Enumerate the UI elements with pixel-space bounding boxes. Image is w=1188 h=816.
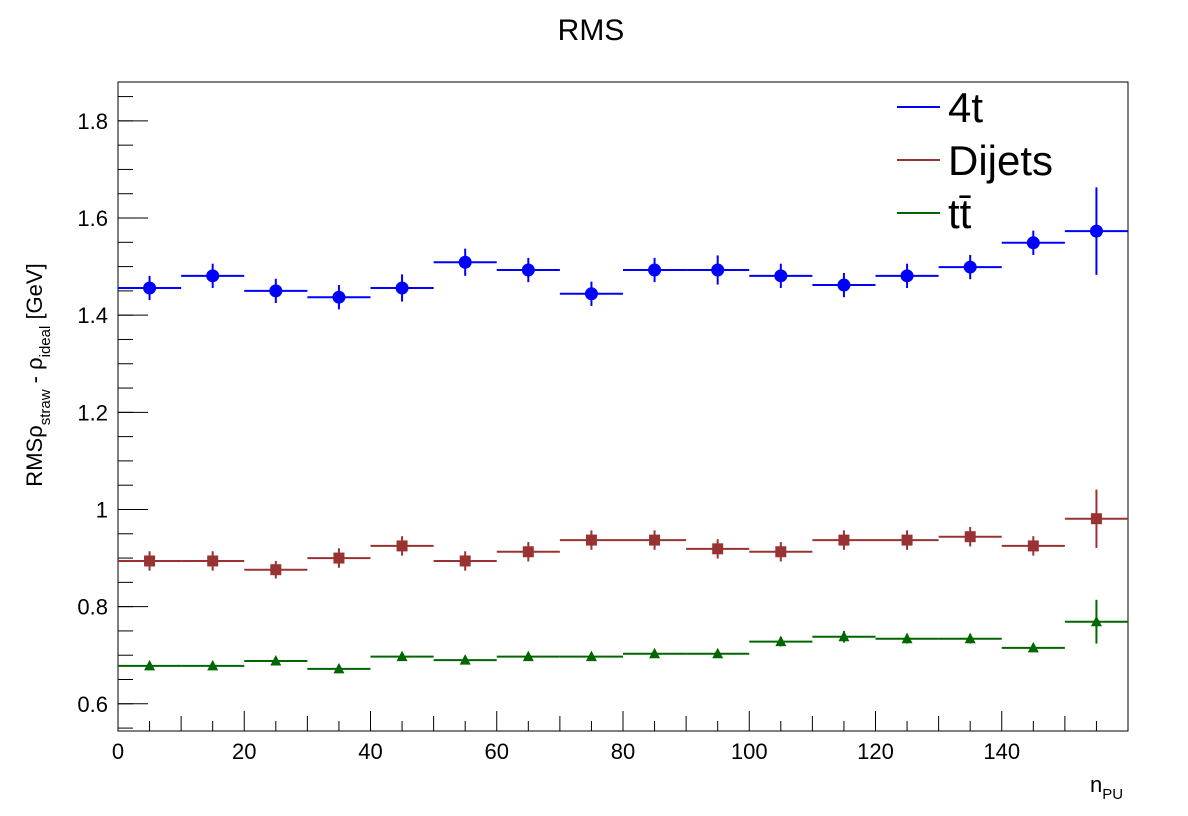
x-tick-label: 20 <box>232 739 256 764</box>
data-point <box>1027 540 1039 552</box>
data-point <box>1090 615 1102 627</box>
data-point <box>396 650 408 662</box>
y-label-post: [GeV] <box>22 263 47 325</box>
series-2 <box>118 599 1128 674</box>
data-point <box>144 555 156 567</box>
data-point <box>901 632 913 644</box>
data-point <box>711 263 725 277</box>
data-point <box>333 552 345 564</box>
data-point <box>459 654 471 665</box>
y-label-mid: - ρ <box>22 357 47 389</box>
data-point <box>143 281 157 295</box>
x-tick-label: 60 <box>485 739 509 764</box>
data-point <box>522 650 534 662</box>
y-tick-label: 0.8 <box>77 595 108 620</box>
data-point <box>838 534 850 546</box>
y-axis-label: RMSρstraw - ρideal [GeV] <box>22 263 54 486</box>
legend-label-1: Dijets <box>948 137 1053 184</box>
legend-label-2: tt̄ <box>948 190 972 237</box>
data-point <box>837 278 851 292</box>
data-point <box>206 269 220 283</box>
y-label-sub1: straw <box>37 389 54 425</box>
y-label-sub2: ideal <box>37 326 54 358</box>
x-tick-label: 80 <box>611 739 635 764</box>
x-tick-label: 40 <box>358 739 382 764</box>
data-point <box>332 290 346 304</box>
data-point <box>585 534 597 546</box>
x-axis-label: nPU <box>1090 772 1123 803</box>
data-point <box>395 281 409 295</box>
data-point <box>775 546 787 558</box>
data-point <box>901 534 913 546</box>
data-point <box>964 531 976 543</box>
y-tick-label: 1.6 <box>77 206 108 231</box>
data-point <box>838 630 850 642</box>
y-tick-label: 1.2 <box>77 400 108 425</box>
data-point <box>648 263 662 277</box>
x-tick-label: 140 <box>983 739 1020 764</box>
x-label-main: n <box>1090 772 1102 797</box>
data-point <box>775 635 787 647</box>
data-point <box>458 255 472 269</box>
data-point <box>270 564 282 576</box>
data-point <box>269 284 283 298</box>
legend-label-0: 4t <box>948 84 983 131</box>
data-point <box>521 263 535 277</box>
data-point <box>712 647 724 659</box>
data-point <box>459 555 471 567</box>
data-point <box>522 546 534 558</box>
data-point <box>964 632 976 644</box>
data-point <box>333 662 345 674</box>
series-1 <box>118 489 1128 579</box>
x-tick-label: 120 <box>857 739 894 764</box>
y-label-pre: RMSρ <box>22 425 47 486</box>
data-point <box>584 287 598 301</box>
data-point <box>774 269 788 283</box>
legend: 4t Dijets tt̄ <box>897 84 1053 237</box>
axes: 0.6 0.8 1 1.2 1.4 1.6 1.8 0 20 40 60 80 100 120 140 <box>77 96 1097 764</box>
y-tick-label: 1.8 <box>77 109 108 134</box>
y-tick-label: 1.4 <box>77 303 108 328</box>
data-point <box>1089 224 1103 238</box>
y-tick-label: 1 <box>96 497 108 522</box>
series-0 <box>118 187 1128 310</box>
data-point <box>963 260 977 274</box>
y-tick-label: 0.6 <box>77 692 108 717</box>
data-marks <box>118 187 1128 674</box>
x-tick-label: 0 <box>112 739 124 764</box>
data-point <box>144 659 156 671</box>
data-point <box>1027 641 1039 653</box>
data-point <box>585 650 597 662</box>
data-point <box>207 555 219 567</box>
data-point <box>207 659 219 671</box>
data-point <box>649 534 661 546</box>
data-point <box>1090 513 1102 525</box>
data-point <box>900 269 914 283</box>
chart-title: RMS <box>558 14 625 47</box>
x-tick-label: 100 <box>731 739 768 764</box>
data-point <box>1026 236 1040 250</box>
data-point <box>712 543 724 555</box>
data-point <box>396 540 408 552</box>
x-label-sub: PU <box>1102 786 1123 803</box>
data-point <box>649 647 661 659</box>
data-point <box>270 655 282 666</box>
